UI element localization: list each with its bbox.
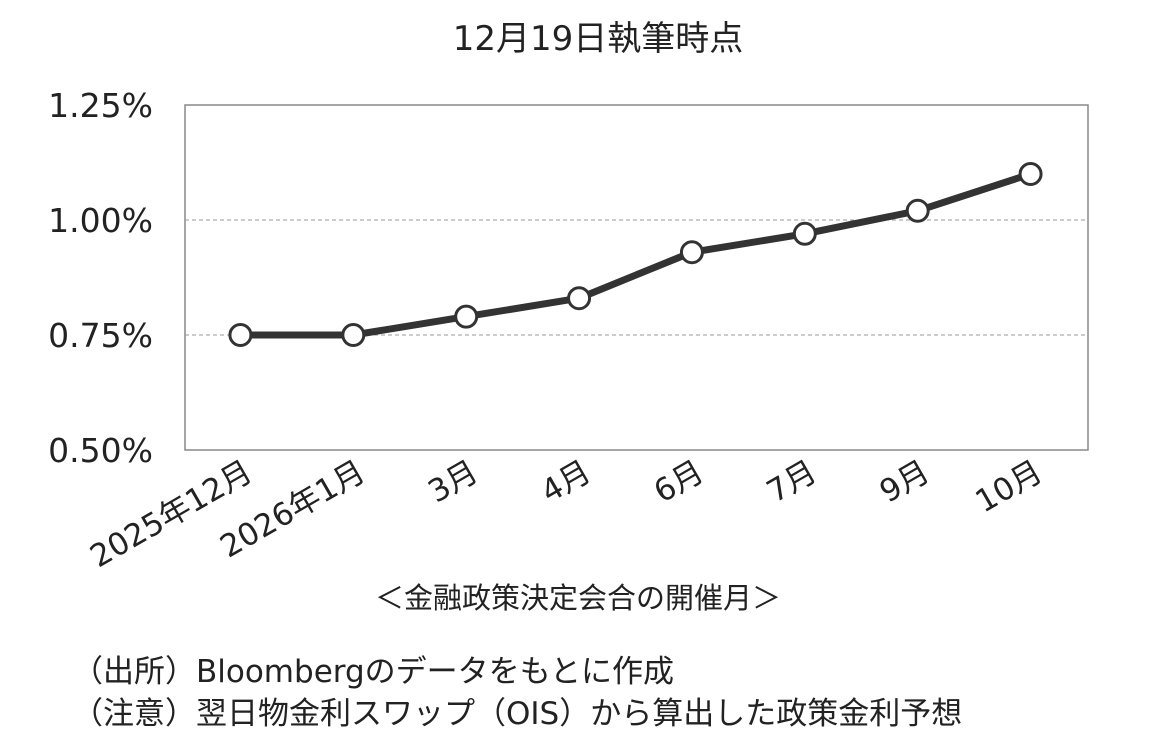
chart-title: 12月19日執筆時点 <box>453 19 744 59</box>
data-point <box>567 286 592 311</box>
data-point <box>228 323 253 347</box>
series-line <box>236 170 1035 339</box>
data-point <box>454 304 479 329</box>
data-point <box>905 198 930 223</box>
caution-note: （注意）翌日物金利スワップ（OIS）から算出した政策金利予想 <box>72 696 963 732</box>
series-line-layer <box>236 170 1035 339</box>
y-tick-label: 0.50% <box>48 431 153 470</box>
y-tick-label: 1.00% <box>48 201 153 240</box>
x-tick-label: 9月 <box>874 454 936 511</box>
y-axis-ticks: 0.50% 0.75% 1.00% 1.25% <box>48 86 153 470</box>
y-tick-label: 0.75% <box>48 316 153 355</box>
data-point <box>341 323 366 347</box>
source-note: （出所）Bloombergのデータをもとに作成 <box>72 654 675 690</box>
x-tick-label: 6月 <box>648 454 710 511</box>
markers-layer <box>228 162 1043 347</box>
data-point <box>1018 162 1043 186</box>
x-tick-label: 3月 <box>422 454 484 511</box>
x-axis-label: ＜金融政策決定会合の開催月＞ <box>375 581 781 615</box>
data-point <box>679 240 704 265</box>
plot-area <box>184 104 1089 451</box>
x-tick-label: 4月 <box>535 454 597 511</box>
x-tick-label: 10月 <box>970 454 1049 520</box>
data-point <box>792 221 817 246</box>
x-tick-label: 7月 <box>761 454 823 511</box>
y-tick-label: 1.25% <box>48 86 153 125</box>
